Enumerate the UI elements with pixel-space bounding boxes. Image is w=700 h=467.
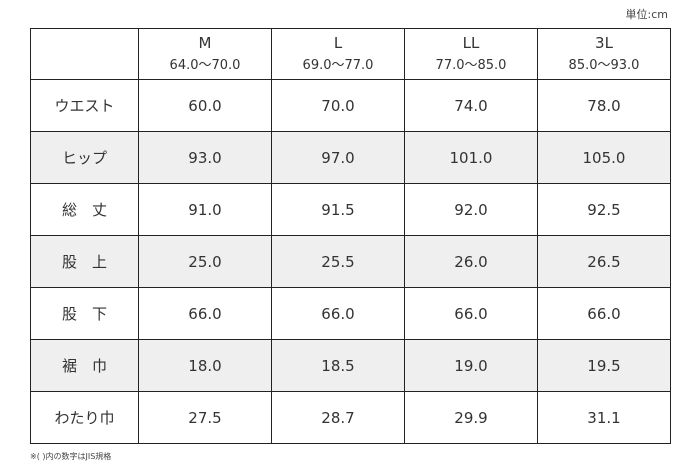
footnote: ※( )内の数字はJIS規格 xyxy=(30,452,112,461)
table-row: ヒップ 93.0 97.0 101.0 105.0 xyxy=(30,131,671,184)
table-row: 総 丈 91.0 91.5 92.0 92.5 xyxy=(30,183,671,236)
row-label: ヒップ xyxy=(30,131,139,184)
row-label: 裾 巾 xyxy=(30,339,139,392)
table-cell: 25.0 xyxy=(138,235,272,288)
table-cell: 78.0 xyxy=(537,79,671,132)
row-label: ウエスト xyxy=(30,79,139,132)
size-header-ll: LL 77.0～85.0 xyxy=(404,28,538,80)
table-cell: 92.5 xyxy=(537,183,671,236)
row-label: わたり巾 xyxy=(30,391,139,444)
row-label: 股 上 xyxy=(30,235,139,288)
size-header-l: L 69.0～77.0 xyxy=(271,28,405,80)
size-range: 69.0～77.0 xyxy=(302,58,374,73)
table-row: ウエスト 60.0 70.0 74.0 78.0 xyxy=(30,79,671,132)
table-row: 股 下 66.0 66.0 66.0 66.0 xyxy=(30,287,671,340)
table-cell: 66.0 xyxy=(271,287,405,340)
size-table: M 64.0～70.0 L 69.0～77.0 LL 77.0～85.0 3L … xyxy=(30,28,671,444)
table-cell: 91.5 xyxy=(271,183,405,236)
table-cell: 93.0 xyxy=(138,131,272,184)
table-cell: 60.0 xyxy=(138,79,272,132)
table-cell: 66.0 xyxy=(404,287,538,340)
unit-label: 単位:cm xyxy=(625,8,668,21)
table-cell: 31.1 xyxy=(537,391,671,444)
size-name: 3L xyxy=(595,34,613,52)
table-cell: 66.0 xyxy=(138,287,272,340)
table-cell: 28.7 xyxy=(271,391,405,444)
table-row: 裾 巾 18.0 18.5 19.0 19.5 xyxy=(30,339,671,392)
row-label: 総 丈 xyxy=(30,183,139,236)
table-cell: 70.0 xyxy=(271,79,405,132)
size-header-3l: 3L 85.0～93.0 xyxy=(537,28,671,80)
table-cell: 19.0 xyxy=(404,339,538,392)
size-range: 85.0～93.0 xyxy=(568,58,640,73)
table-row: 股 上 25.0 25.5 26.0 26.5 xyxy=(30,235,671,288)
table-cell: 97.0 xyxy=(271,131,405,184)
corner-cell xyxy=(30,28,139,80)
row-label: 股 下 xyxy=(30,287,139,340)
table-cell: 66.0 xyxy=(537,287,671,340)
header-row: M 64.0～70.0 L 69.0～77.0 LL 77.0～85.0 3L … xyxy=(30,28,671,80)
size-range: 64.0～70.0 xyxy=(169,58,241,73)
table-cell: 19.5 xyxy=(537,339,671,392)
table-cell: 92.0 xyxy=(404,183,538,236)
size-name: LL xyxy=(462,34,480,52)
size-header-m: M 64.0～70.0 xyxy=(138,28,272,80)
table-cell: 74.0 xyxy=(404,79,538,132)
table-cell: 29.9 xyxy=(404,391,538,444)
table-cell: 26.5 xyxy=(537,235,671,288)
table-cell: 18.0 xyxy=(138,339,272,392)
table-row: わたり巾 27.5 28.7 29.9 31.1 xyxy=(30,391,671,444)
table-cell: 91.0 xyxy=(138,183,272,236)
table-cell: 27.5 xyxy=(138,391,272,444)
table-cell: 101.0 xyxy=(404,131,538,184)
table-cell: 26.0 xyxy=(404,235,538,288)
table-cell: 25.5 xyxy=(271,235,405,288)
table-cell: 18.5 xyxy=(271,339,405,392)
size-name: L xyxy=(333,34,343,52)
size-range: 77.0～85.0 xyxy=(435,58,507,73)
size-name: M xyxy=(198,34,212,52)
table-cell: 105.0 xyxy=(537,131,671,184)
